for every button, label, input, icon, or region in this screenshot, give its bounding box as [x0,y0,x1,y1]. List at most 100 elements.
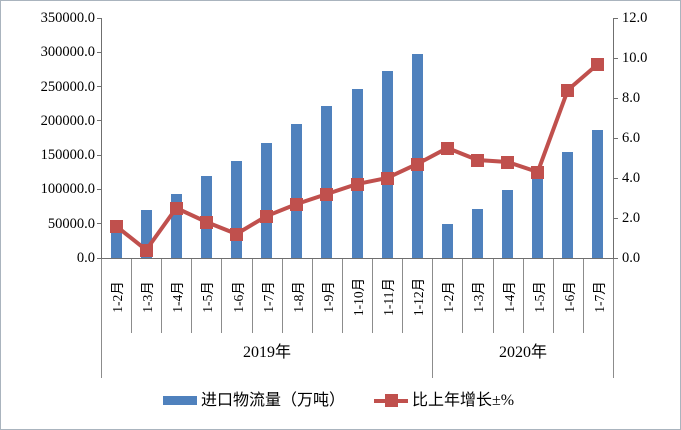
month-separator [372,259,374,333]
bar [441,224,453,258]
line-marker [290,197,304,211]
right-axis-tick-label: 8.0 [622,90,641,106]
bar [471,209,483,258]
left-axis-tick [97,17,102,19]
month-label: 1-7月 [591,281,607,313]
legend-bar-swatch [163,396,197,405]
legend-line-marker-icon [385,394,398,407]
line-marker [199,215,213,229]
group-separator [613,259,614,378]
line-marker [260,209,274,223]
right-axis-tick [613,17,618,19]
bar [351,89,363,258]
right-axis-tick [613,257,618,259]
line-marker [501,155,515,169]
y-axis-right-line [613,19,614,259]
bar [140,210,152,258]
month-separator [191,259,193,333]
right-axis-tick [613,177,618,179]
month-separator [161,259,163,333]
month-separator [251,259,253,333]
month-separator [492,259,494,333]
right-axis-tick [613,97,618,99]
month-label: 1-5月 [531,281,547,313]
left-axis-tick-label: 50000.0 [47,215,95,232]
left-axis-tick [97,257,102,259]
month-separator [402,259,404,333]
left-axis-tick-label: 300000.0 [40,44,95,61]
month-label: 1-6月 [561,281,577,313]
x-axis-line [101,258,614,259]
month-separator [221,259,223,333]
legend-line-label: 比上年增长±% [412,392,515,409]
line-marker [531,165,545,179]
left-axis-tick [97,154,102,156]
month-separator [462,259,464,333]
right-axis-tick-label: 6.0 [622,130,641,146]
line-marker [410,157,424,171]
bar [592,130,604,258]
left-axis-tick-label: 100000.0 [40,181,95,198]
month-separator [281,259,283,333]
left-axis-tick-label: 0.0 [76,250,95,266]
line-marker [470,153,484,167]
month-label: 1-9月 [320,281,336,313]
month-separator [522,259,524,333]
line-marker [139,243,153,257]
line-marker [561,83,575,97]
line-marker [440,141,454,155]
right-axis-tick [613,137,618,139]
x-axis-group-label-2020: 2020年 [498,344,548,361]
month-label: 1-11月 [381,278,397,316]
right-axis-tick [613,217,618,219]
month-label: 1-3月 [140,281,156,313]
bar [291,124,303,258]
legend-bar-label: 进口物流量（万吨） [201,392,346,409]
month-label: 1-4月 [170,281,186,313]
right-axis-tick-label: 0.0 [622,250,641,266]
bar [170,193,182,258]
left-axis-tick-label: 200000.0 [40,112,95,129]
right-axis-tick-label: 12.0 [622,10,648,26]
month-label: 1-6月 [230,281,246,313]
left-axis-tick [97,86,102,88]
bar [381,71,393,258]
right-axis-tick [613,57,618,59]
right-axis-tick-label: 2.0 [622,210,641,226]
left-axis-tick-label: 150000.0 [40,147,95,164]
month-label: 1-2月 [110,281,126,313]
right-axis-tick-label: 10.0 [622,50,648,66]
month-separator [311,259,313,333]
month-label: 1-10月 [351,277,366,317]
month-label: 1-2月 [441,281,457,313]
line-marker [350,177,364,191]
group-separator [101,259,102,378]
month-label: 1-7月 [260,281,276,313]
month-label: 1-5月 [200,281,216,313]
bar [321,105,333,258]
left-axis-tick-label: 250000.0 [40,78,95,95]
left-axis-tick [97,223,102,225]
left-axis-tick [97,188,102,190]
line-marker [109,219,123,233]
right-axis-tick-label: 4.0 [622,170,641,186]
month-label: 1-4月 [501,281,517,313]
line-marker [230,227,244,241]
left-axis-tick [97,120,102,122]
y-axis-left-line [101,19,102,259]
line-marker [169,201,183,215]
group-separator [432,259,434,378]
month-separator [341,259,343,333]
line-marker [380,171,394,185]
line-marker [591,57,605,71]
month-label: 1-3月 [471,281,487,313]
bar [261,142,273,258]
bar [562,151,574,258]
left-axis-tick [97,51,102,53]
month-label: 1-8月 [290,281,306,313]
x-axis-group-label-2019: 2019年 [242,344,292,361]
month-separator [552,259,554,333]
